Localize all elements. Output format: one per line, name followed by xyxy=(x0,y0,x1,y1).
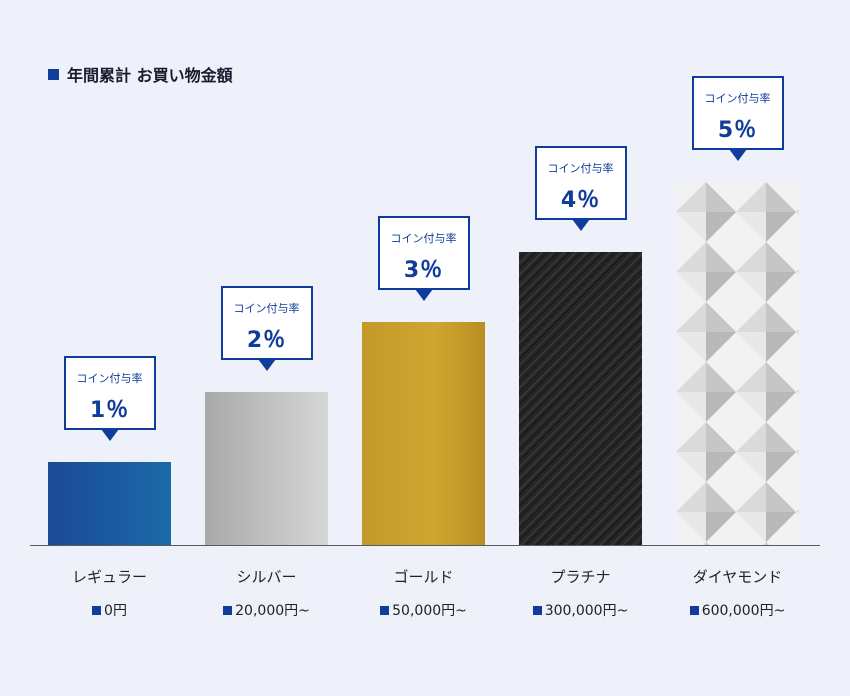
amount-square-icon xyxy=(92,605,102,615)
amount-text: 50,000円~ xyxy=(392,603,467,619)
legend-square-icon xyxy=(48,68,59,80)
amount-label-5: 600,000円~ xyxy=(658,600,818,620)
amount-square-icon xyxy=(380,605,390,615)
callout-value: 2％ xyxy=(246,328,287,353)
callout-pointer-icon xyxy=(257,359,276,371)
callout-label: コイン付与率 xyxy=(390,232,457,245)
amount-text: 0円 xyxy=(104,603,127,619)
bar-rect xyxy=(676,182,799,545)
amount-text: 600,000円~ xyxy=(701,603,786,619)
amount-label-2: 20,000円~ xyxy=(187,600,347,620)
callout-rate-2: コイン付与率 2％ xyxy=(220,286,313,371)
bar-rect xyxy=(362,322,485,545)
callout-value: 3％ xyxy=(403,258,444,283)
amount-square-icon xyxy=(223,605,233,615)
category-label-1: レギュラー xyxy=(71,568,147,586)
bar-5 xyxy=(676,182,799,545)
callout-rate-3: コイン付与率 3％ xyxy=(377,216,470,301)
callout-rate-1: コイン付与率 1％ xyxy=(63,356,156,441)
category-label-2: シルバー xyxy=(236,568,297,586)
callout-pointer-icon xyxy=(571,219,590,231)
amount-text: 20,000円~ xyxy=(235,603,310,619)
bar-1 xyxy=(48,462,171,545)
callout-pointer-icon xyxy=(414,289,433,301)
amount-square-icon xyxy=(689,605,699,615)
amount-label-1: 0円 xyxy=(30,600,190,620)
callout-pointer-icon xyxy=(100,429,119,441)
callout-rate-4: コイン付与率 4％ xyxy=(534,146,627,231)
callout-value: 4％ xyxy=(560,188,601,213)
category-label-4: プラチナ xyxy=(550,568,611,586)
bar-rect xyxy=(519,252,642,545)
callout-value: 1％ xyxy=(89,398,130,423)
category-label-5: ダイヤモンド xyxy=(692,568,783,586)
amount-label-3: 50,000円~ xyxy=(344,600,504,620)
category-label-3: ゴールド xyxy=(393,568,454,586)
x-axis-line xyxy=(30,545,820,546)
bar-2 xyxy=(205,392,328,545)
bar-rect xyxy=(48,462,171,545)
legend-title-text: 年間累計 お買い物金額 xyxy=(67,66,233,85)
legend-title: 年間累計 お買い物金額 xyxy=(48,62,233,86)
bar-3 xyxy=(362,322,485,545)
callout-value: 5％ xyxy=(717,118,758,143)
amount-label-4: 300,000円~ xyxy=(501,600,661,620)
callout-label: コイン付与率 xyxy=(704,92,771,105)
callout-label: コイン付与率 xyxy=(547,162,614,175)
amount-square-icon xyxy=(532,605,542,615)
amount-text: 300,000円~ xyxy=(544,603,629,619)
callout-label: コイン付与率 xyxy=(233,302,300,315)
bar-4 xyxy=(519,252,642,545)
callout-pointer-icon xyxy=(728,149,747,161)
bar-rect xyxy=(205,392,328,545)
callout-label: コイン付与率 xyxy=(76,372,143,385)
callout-rate-5: コイン付与率 5％ xyxy=(691,76,784,161)
